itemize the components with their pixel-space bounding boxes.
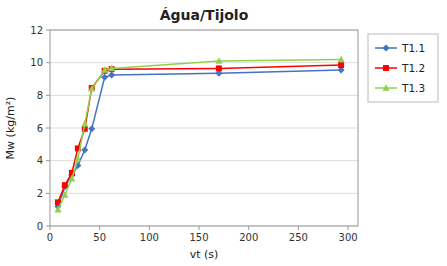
x-tick-label: 50 [93, 232, 106, 243]
legend: T1.1 T1.2 T1.3 [368, 34, 438, 102]
grid-line [50, 160, 358, 161]
point [81, 120, 88, 127]
legend-label: T1.1 [401, 42, 425, 54]
legend-marker [383, 45, 390, 52]
x-axis-label: vt (s) [190, 248, 219, 261]
y-tick-label: 10 [30, 57, 43, 68]
point [62, 182, 68, 188]
y-tick [46, 160, 50, 161]
x-tick-label: 300 [339, 232, 358, 243]
point [108, 71, 115, 78]
legend-marker [383, 84, 390, 91]
series-line [58, 65, 341, 202]
y-tick-label: 6 [37, 123, 43, 134]
point [215, 57, 222, 64]
point [81, 147, 88, 154]
x-tick [99, 226, 100, 230]
x-tick [50, 226, 51, 230]
plot-frame [50, 30, 358, 226]
plot-data [54, 56, 344, 213]
point [54, 206, 61, 213]
point [68, 175, 75, 182]
point [88, 85, 95, 92]
point [216, 65, 222, 71]
y-tick-label: 0 [37, 221, 43, 232]
grid-line [50, 128, 358, 129]
y-tick-label: 4 [37, 155, 43, 166]
x-tick [149, 226, 150, 230]
legend-label: T1.3 [401, 82, 425, 94]
point [101, 66, 108, 73]
y-tick [46, 62, 50, 63]
x-tick [248, 226, 249, 230]
series-line [58, 59, 341, 209]
y-tick [46, 95, 50, 96]
y-tick [46, 193, 50, 194]
point [74, 155, 81, 162]
legend-marker [383, 65, 389, 71]
point [338, 62, 344, 68]
y-axis-label: Mw (kg/m²) [4, 97, 17, 160]
grid-line [50, 95, 358, 96]
point [338, 56, 345, 63]
chart: 0 2 4 6 8 10 12 0 50 100 150 200 250 300 Água/Tijolo vt… [0, 0, 447, 266]
point [88, 125, 95, 132]
x-tick-label: 0 [47, 232, 53, 243]
point [108, 65, 115, 72]
y-tick-label: 12 [30, 25, 43, 36]
y-tick-label: 2 [37, 188, 43, 199]
series-line [58, 70, 341, 206]
grid-line [50, 193, 358, 194]
x-tick [199, 226, 200, 230]
x-tick-label: 100 [140, 232, 159, 243]
title: Água/Tijolo [160, 7, 249, 23]
y-tick [46, 226, 50, 227]
y-tick [46, 128, 50, 129]
point [61, 191, 68, 198]
x-tick-label: 250 [289, 232, 308, 243]
x-tick [348, 226, 349, 230]
y-tick [46, 30, 50, 31]
legend-frame [368, 34, 438, 102]
y-tick-label: 8 [37, 90, 43, 101]
x-tick-label: 200 [239, 232, 258, 243]
x-tick [298, 226, 299, 230]
legend-label: T1.2 [401, 62, 425, 74]
x-tick-label: 150 [189, 232, 208, 243]
